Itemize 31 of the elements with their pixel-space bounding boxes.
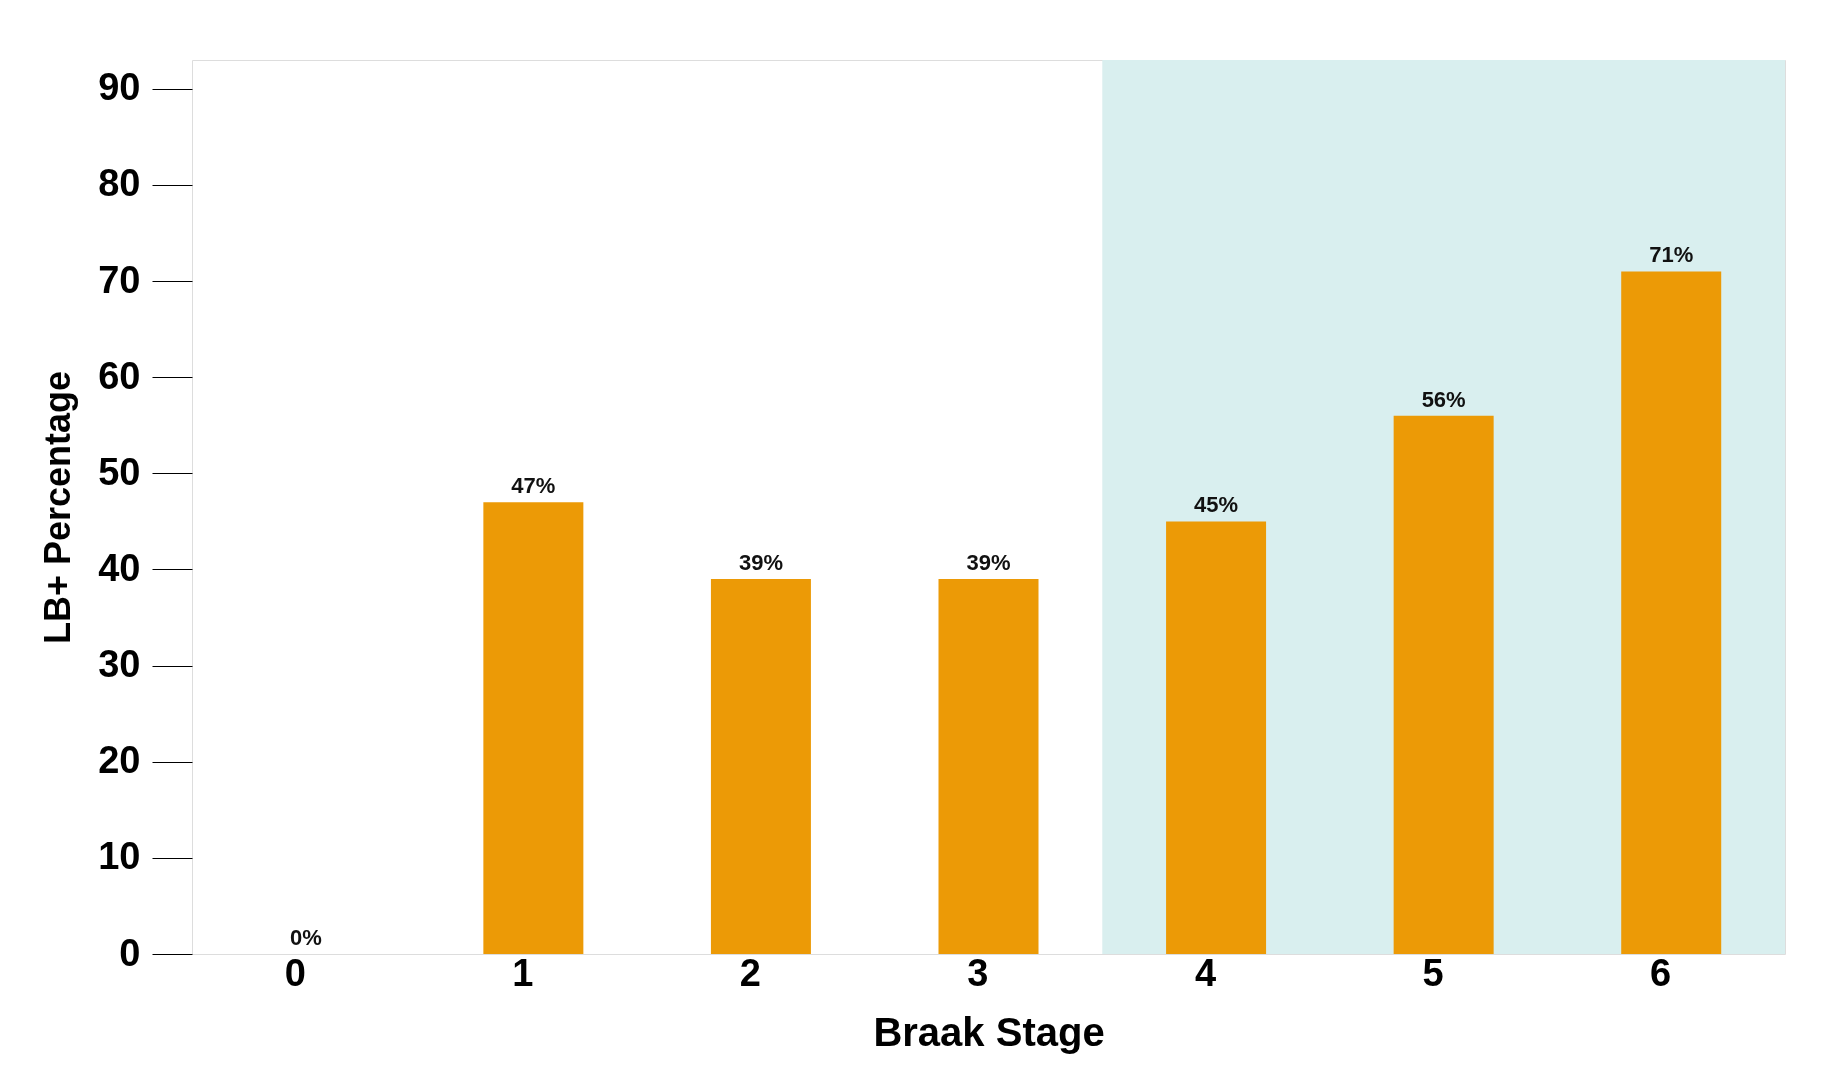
bar [938, 579, 1039, 954]
y-tick-label: 40 [98, 546, 141, 589]
y-tick-label: 90 [98, 66, 141, 109]
x-tick-label: 4 [1194, 951, 1217, 994]
data-label: 0% [289, 925, 322, 950]
x-tick-label: 2 [739, 951, 761, 994]
y-tick-label: 20 [98, 739, 141, 782]
x-tick-label: 0 [284, 951, 306, 994]
data-label: 47% [511, 473, 556, 499]
x-tick-label: 3 [967, 951, 989, 994]
bar [1166, 521, 1267, 954]
bar [1393, 415, 1494, 954]
bar [1621, 271, 1722, 954]
y-tick-label: 10 [98, 835, 141, 878]
bar [483, 502, 584, 954]
y-tick-label: 50 [98, 450, 141, 493]
x-axis-title: Braak Stage [873, 1009, 1105, 1054]
x-tick-label: 5 [1422, 951, 1444, 994]
y-tick-label: 80 [98, 162, 141, 205]
y-tick-label: 60 [98, 354, 141, 397]
x-tick-label: 1 [512, 951, 534, 994]
x-tick-label: 6 [1650, 951, 1672, 994]
y-axis-title: LB+ Percentage [37, 370, 79, 645]
data-label: 56% [1421, 386, 1466, 412]
y-tick-label: 30 [98, 643, 141, 686]
data-label: 39% [738, 550, 783, 576]
data-label: 39% [966, 550, 1011, 576]
data-label: 45% [1194, 492, 1239, 518]
y-tick-label: 70 [98, 258, 141, 301]
bar [710, 579, 811, 954]
data-label: 71% [1649, 242, 1694, 268]
